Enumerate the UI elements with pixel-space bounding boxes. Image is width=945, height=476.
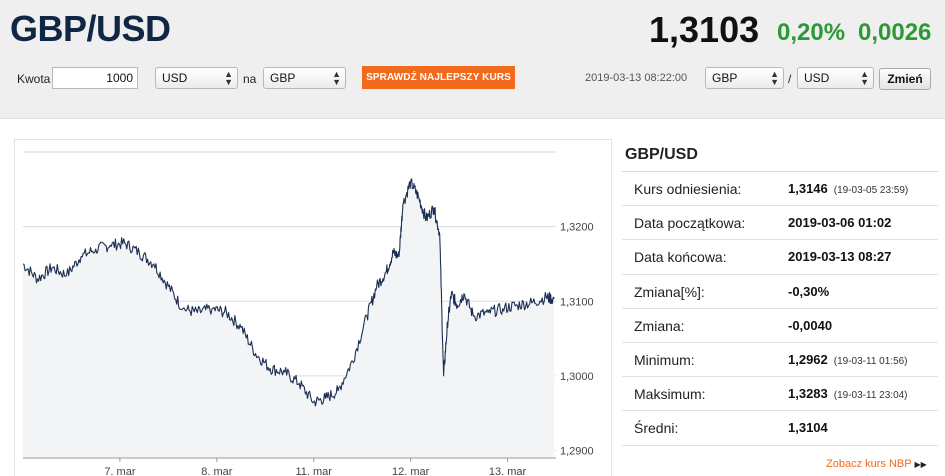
info-row: Data początkowa: 2019-03-06 01:02 [622, 206, 938, 241]
chart-area [23, 178, 555, 459]
info-row-label: Zmiana[%]: [634, 283, 705, 300]
info-row-label: Zmiana: [634, 317, 685, 334]
info-row-value-text: 1,3104 [788, 420, 828, 436]
select-arrows-icon: ▲ ▼ [224, 69, 233, 87]
select-arrows-icon: ▲ ▼ [860, 69, 869, 87]
base-currency-select[interactable]: GBP ▲ ▼ [705, 67, 784, 89]
pair-separator: / [788, 72, 792, 86]
nbp-link-label: Zobacz kurs NBP [826, 458, 912, 470]
info-row-value-text: 1,3146 [788, 181, 828, 196]
chart-y-tick-label: 1,2900 [560, 446, 594, 458]
chart-y-tick-label: 1,3000 [560, 371, 594, 383]
nbp-rate-link[interactable]: Zobacz kurs NBP ▶▶ [826, 458, 927, 470]
info-row-value-text: 2019-03-13 08:27 [788, 249, 892, 265]
info-row-value: 1,3146 (19-03-05 23:59) [788, 181, 908, 196]
info-row-value: -0,30% [788, 284, 829, 299]
info-title: GBP/USD [625, 146, 698, 163]
chart-x-tick-label: 7. mar [104, 466, 136, 476]
info-table: Kurs odniesienia: 1,3146 (19-03-05 23:59) D… [622, 171, 938, 446]
info-row-value-text: 1,2962 [788, 351, 828, 367]
info-row-value: 1,3104 [788, 420, 828, 435]
na-label: na [243, 72, 257, 86]
info-row-value: -0,0040 [788, 318, 832, 333]
chart-y-tick-label: 1,3200 [560, 222, 594, 234]
info-row: Zmiana: -0,0040 [622, 309, 938, 343]
info-row-label: Minimum: [634, 351, 695, 368]
info-row-date: (19-03-11 23:04) [833, 390, 908, 402]
current-rate: 1,3103 [649, 9, 760, 50]
chart-x-tick-label: 13. mar [489, 466, 527, 476]
chart-series-line [22, 178, 555, 407]
base-currency-value: GBP [712, 71, 738, 85]
info-row-date: (19-03-11 01:56) [833, 355, 908, 367]
double-arrow-icon: ▶▶ [914, 460, 927, 469]
info-row: Data końcowa: 2019-03-13 08:27 [622, 240, 938, 275]
chart-x-tick-label: 12. mar [392, 466, 430, 476]
from-currency-value: USD [162, 71, 188, 85]
page-title: GBP/USD [10, 8, 171, 49]
to-currency-value: GBP [270, 71, 296, 85]
info-row: Zmiana[%]: -0,30% [622, 275, 938, 309]
info-row-label: Średni: [634, 420, 679, 437]
info-row-value: 1,3283 (19-03-11 23:04) [788, 386, 908, 401]
select-arrows-icon: ▲ ▼ [332, 69, 341, 87]
header: GBP/USD 1,3103 0,20% 0,0026 [0, 0, 945, 62]
chart-x-tick-label: 11. mar [295, 466, 332, 476]
quote-currency-select[interactable]: USD ▲ ▼ [797, 67, 874, 89]
info-row-label: Maksimum: [634, 386, 706, 403]
info-row-label: Data początkowa: [634, 215, 746, 232]
chart-canvas: 1,3200 1,3100 1,3000 1,2900 7. mar 8. mar 11. … [22, 151, 594, 476]
info-row-value-text: -0,30% [788, 283, 830, 299]
amount-label: Kwota [17, 72, 51, 86]
info-row-value: 2019-03-13 08:27 [788, 249, 891, 264]
info-row-label: Kurs odniesienia: [634, 181, 742, 197]
check-best-rate-button[interactable]: SPRAWDŹ NAJLEPSZY KURS [362, 66, 515, 89]
info-row-label: Data końcowa: [634, 249, 727, 266]
info-row-value: 2019-03-06 01:02 [788, 215, 891, 230]
info-row: Minimum: 1,2962 (19-03-11 01:56) [622, 343, 938, 378]
from-currency-select[interactable]: USD ▲ ▼ [155, 67, 238, 89]
info-row: Kurs odniesienia: 1,3146 (19-03-05 23:59) [622, 172, 938, 207]
chart-x-tick-label: 8. mar [201, 466, 233, 476]
quote-timestamp: 2019-03-13 08:22:00 [585, 72, 688, 84]
amount-input[interactable] [52, 67, 138, 89]
change-percent: 0,20% [777, 19, 846, 46]
chart-y-tick-label: 1,3100 [560, 296, 594, 308]
quote-currency-value: USD [804, 71, 830, 85]
rate-chart[interactable]: 1,3200 1,3100 1,3000 1,2900 7. mar 8. mar 11. … [14, 139, 612, 476]
info-row-value-text: -0,0040 [788, 317, 833, 333]
to-currency-select[interactable]: GBP ▲ ▼ [263, 67, 346, 89]
info-row: Maksimum: 1,3283 (19-03-11 23:04) [622, 377, 938, 412]
info-row-value-text: 1,3283 [788, 386, 828, 402]
info-row-value-text: 2019-03-06 01:02 [788, 215, 892, 231]
converter-bar: Kwota USD ▲▼ na GBP ▲▼ SPRAWDŹ NAJLEPSZY… [0, 62, 945, 96]
select-arrows-icon: ▲ ▼ [770, 69, 779, 87]
change-pair-button[interactable]: Zmień [879, 68, 931, 90]
info-row-value: 1,2962 (19-03-11 01:56) [788, 352, 908, 367]
content-panel: 1,3200 1,3100 1,3000 1,2900 7. mar 8. mar 11. … [0, 118, 945, 476]
change-absolute: 0,0026 [858, 19, 932, 46]
info-row-date: (19-03-05 23:59) [833, 185, 909, 196]
info-row: Średni: 1,3104 [622, 411, 938, 446]
